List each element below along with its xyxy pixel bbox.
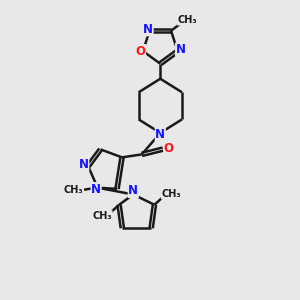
Text: N: N bbox=[91, 183, 101, 196]
Text: N: N bbox=[79, 158, 89, 171]
Text: N: N bbox=[155, 128, 165, 141]
Text: CH₃: CH₃ bbox=[64, 185, 84, 195]
Text: CH₃: CH₃ bbox=[178, 15, 197, 25]
Text: N: N bbox=[176, 43, 186, 56]
Text: O: O bbox=[164, 142, 174, 155]
Text: CH₃: CH₃ bbox=[161, 189, 181, 199]
Text: CH₃: CH₃ bbox=[92, 211, 112, 221]
Text: O: O bbox=[136, 45, 146, 58]
Text: N: N bbox=[143, 23, 153, 36]
Text: N: N bbox=[128, 184, 138, 197]
